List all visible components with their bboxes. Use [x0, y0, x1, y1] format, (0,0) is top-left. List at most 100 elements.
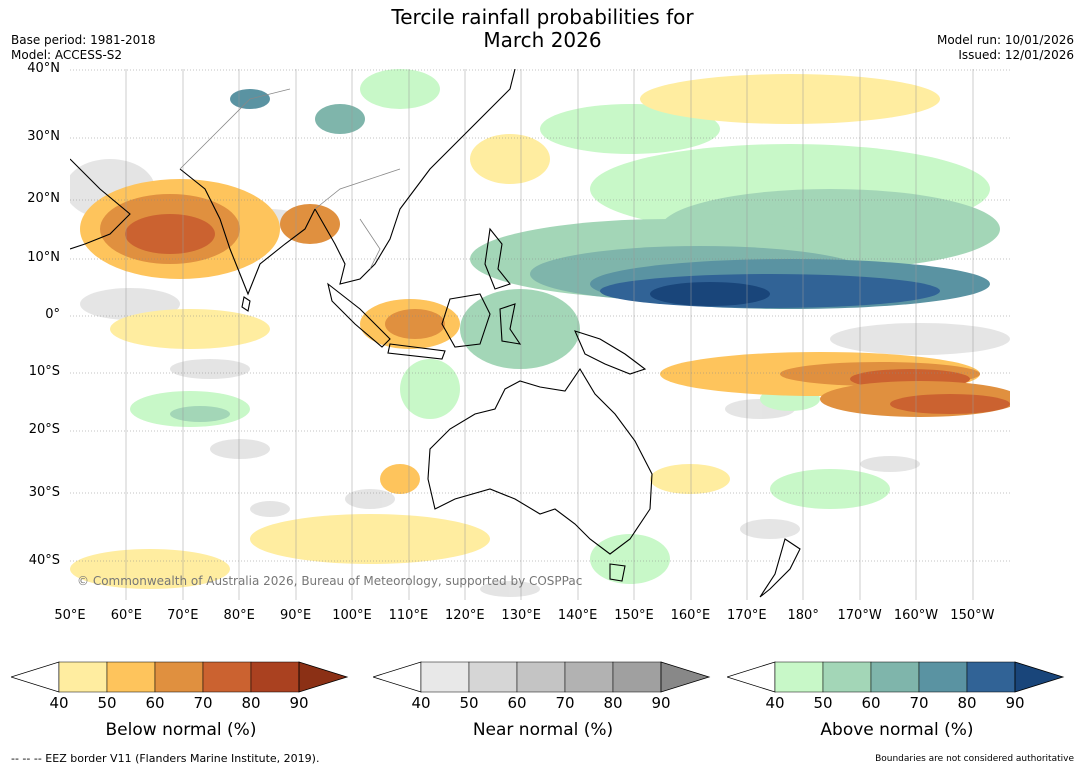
philippines-coastline — [484, 227, 511, 290]
colorbar-tick: 80 — [241, 694, 261, 712]
borneo-coastline — [441, 293, 491, 348]
lon-label: 180° — [787, 608, 819, 623]
lon-label: 70°E — [167, 608, 199, 623]
meridians — [125, 69, 974, 600]
lat-label: 40°S — [28, 553, 60, 568]
lon-label: 60°E — [110, 608, 143, 623]
lon-label: 170°W — [837, 608, 882, 623]
map-title: Tercile rainfall probabilities for March… — [0, 6, 1085, 52]
title-line-2: March 2026 — [483, 28, 602, 52]
colorbar-tick: 50 — [97, 694, 117, 712]
copyright-notice: © Commonwealth of Australia 2026, Bureau… — [77, 574, 583, 588]
colorbar-max-extend — [660, 661, 711, 693]
colorbar-tick: 50 — [459, 694, 479, 712]
colorbar-segment — [106, 661, 156, 693]
colorbar-segment — [966, 661, 1016, 693]
colorbar-segment — [516, 661, 566, 693]
gridlines — [70, 69, 1010, 562]
base-period: Base period: 1981-2018 — [11, 33, 156, 47]
colorbar-tick: 40 — [49, 694, 69, 712]
colorbar-max-extend — [298, 661, 349, 693]
meta-right: Model run: 10/01/2026 Issued: 12/01/2026 — [937, 33, 1074, 63]
lon-label: 50°E — [54, 608, 86, 623]
lat-label: 30°N — [27, 129, 60, 144]
colorbar-segment — [612, 661, 662, 693]
java-coastline — [387, 343, 446, 360]
lat-label: 40°N — [27, 61, 60, 76]
colorbar-min-extend — [727, 661, 776, 693]
arabia-coastline — [70, 158, 131, 250]
colorbar-segment — [420, 661, 470, 693]
lon-label: 150°E — [614, 608, 654, 623]
colorbar-min-extend — [373, 661, 422, 693]
colorbar-segment — [250, 661, 300, 693]
map-canvas — [70, 69, 1010, 600]
lon-label: 120°E — [445, 608, 485, 623]
colorbar-segment — [468, 661, 518, 693]
colorbar-tick: 70 — [193, 694, 213, 712]
colorbar-tick: 40 — [765, 694, 785, 712]
lat-label: 20°S — [28, 422, 60, 437]
lon-label: 110°E — [388, 608, 429, 623]
colorbar-label-near: Near normal (%) — [472, 720, 614, 740]
colorbar-above — [727, 661, 1065, 693]
sulawesi-coastline — [499, 303, 522, 345]
colorbar-tick: 90 — [1005, 694, 1025, 712]
lat-label: 10°S — [28, 364, 60, 379]
sumatra-coastline — [327, 282, 391, 348]
colorbar-segment — [154, 661, 204, 693]
colorbar-tick: 70 — [909, 694, 929, 712]
colorbar-tick: 40 — [411, 694, 431, 712]
lon-label: 170°E — [727, 608, 767, 623]
sri-lanka-coastline — [241, 296, 251, 312]
colorbar-max-extend — [1014, 661, 1065, 693]
colorbar-segment — [202, 661, 252, 693]
australia-coastline — [427, 367, 653, 555]
country-borders — [179, 88, 401, 270]
colorbar-label-above: Above normal (%) — [820, 720, 974, 740]
colorbar-segment — [564, 661, 614, 693]
lat-label: 0° — [45, 307, 60, 322]
field-above-normal — [130, 69, 1000, 584]
colorbar-segment — [58, 661, 108, 693]
colorbar-below — [11, 661, 349, 693]
new-zealand-coastline — [759, 538, 801, 598]
colorbar-tick: 90 — [289, 694, 309, 712]
lon-label: 160°W — [893, 608, 939, 623]
colorbar-tick: 70 — [555, 694, 575, 712]
tasmania-coastline — [609, 563, 626, 582]
colorbar-segment — [774, 661, 824, 693]
boundaries-disclaimer: Boundaries are not considered authoritat… — [875, 754, 1074, 764]
colorbar-tick: 80 — [957, 694, 977, 712]
title-line-1: Tercile rainfall probabilities for — [391, 5, 694, 29]
issued-date: Issued: 12/01/2026 — [958, 48, 1074, 62]
lon-label: 150°W — [950, 608, 995, 623]
colorbar-near — [373, 661, 711, 693]
se-asia-coastline — [314, 69, 516, 285]
lon-label: 100°E — [332, 608, 372, 623]
colorbar-segment — [822, 661, 872, 693]
coastlines — [70, 69, 801, 598]
field-below-normal — [70, 74, 1010, 589]
lat-label: 30°S — [28, 485, 60, 500]
india-coastline — [179, 168, 316, 296]
meta-left: Base period: 1981-2018 Model: ACCESS-S2 — [11, 33, 156, 63]
lon-label: 140°E — [557, 608, 598, 623]
model-name: Model: ACCESS-S2 — [11, 48, 123, 62]
lon-label: 130°E — [501, 608, 541, 623]
colorbar-label-below: Below normal (%) — [105, 720, 257, 740]
lat-label: 10°N — [27, 250, 60, 265]
lat-label: 20°N — [27, 191, 60, 206]
lon-label: 160°E — [670, 608, 711, 623]
colorbar-min-extend — [11, 661, 60, 693]
colorbar-segment — [870, 661, 920, 693]
lon-label: 80°E — [223, 608, 255, 623]
colorbar-tick: 90 — [651, 694, 671, 712]
eez-border-note: -- -- -- EEZ border V11 (Flanders Marine… — [11, 752, 320, 765]
new-guinea-coastline — [574, 330, 647, 375]
field-near-normal — [70, 159, 1010, 597]
probability-map — [70, 69, 1010, 600]
lon-label: 90°E — [279, 608, 312, 623]
colorbar-tick: 80 — [603, 694, 623, 712]
colorbar-tick: 60 — [145, 694, 165, 712]
